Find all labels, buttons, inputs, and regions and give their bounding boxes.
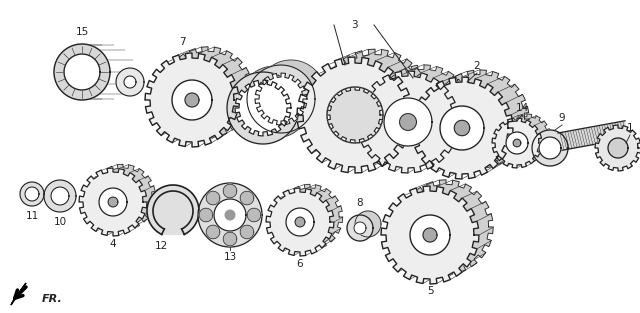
Polygon shape <box>147 185 199 234</box>
Polygon shape <box>64 54 100 90</box>
Polygon shape <box>454 120 470 136</box>
Polygon shape <box>54 44 110 100</box>
Polygon shape <box>357 71 459 173</box>
Polygon shape <box>214 199 246 231</box>
Polygon shape <box>532 130 568 166</box>
Text: 13: 13 <box>223 252 237 262</box>
Text: 12: 12 <box>154 241 168 251</box>
Text: 7: 7 <box>179 37 186 47</box>
Polygon shape <box>247 65 315 133</box>
Polygon shape <box>223 184 237 198</box>
Polygon shape <box>247 208 261 222</box>
Polygon shape <box>99 188 127 216</box>
Polygon shape <box>506 132 528 154</box>
Polygon shape <box>44 180 76 212</box>
Polygon shape <box>384 98 432 146</box>
Polygon shape <box>513 139 521 147</box>
Polygon shape <box>539 137 561 159</box>
Polygon shape <box>411 77 513 179</box>
Text: 9: 9 <box>559 113 565 123</box>
Polygon shape <box>227 72 299 144</box>
Text: 10: 10 <box>53 217 67 227</box>
Polygon shape <box>51 187 69 205</box>
Polygon shape <box>240 225 254 239</box>
Polygon shape <box>79 168 147 236</box>
Text: FR.: FR. <box>42 294 63 304</box>
Text: 14: 14 <box>515 103 529 113</box>
Polygon shape <box>108 197 118 207</box>
Polygon shape <box>206 225 220 239</box>
Polygon shape <box>145 53 239 147</box>
Text: 15: 15 <box>76 27 88 37</box>
Polygon shape <box>255 73 307 125</box>
Polygon shape <box>431 70 529 168</box>
Text: 6: 6 <box>297 259 303 269</box>
Polygon shape <box>172 80 212 120</box>
Polygon shape <box>198 183 262 247</box>
Polygon shape <box>327 87 383 143</box>
Polygon shape <box>240 191 254 205</box>
Polygon shape <box>286 208 314 236</box>
Polygon shape <box>257 60 325 128</box>
Polygon shape <box>206 191 220 205</box>
Polygon shape <box>327 87 383 143</box>
Polygon shape <box>116 68 144 96</box>
Text: 4: 4 <box>109 239 116 249</box>
Polygon shape <box>345 105 365 125</box>
Polygon shape <box>354 222 366 234</box>
Polygon shape <box>235 80 291 136</box>
Text: 2: 2 <box>474 61 480 71</box>
Polygon shape <box>11 283 26 305</box>
Polygon shape <box>223 232 237 246</box>
Text: 11: 11 <box>26 211 38 221</box>
Polygon shape <box>492 118 542 168</box>
Polygon shape <box>90 164 156 230</box>
Polygon shape <box>225 210 235 220</box>
Polygon shape <box>347 215 373 241</box>
Text: 8: 8 <box>356 198 364 208</box>
Polygon shape <box>297 57 413 173</box>
Polygon shape <box>423 228 437 242</box>
Polygon shape <box>355 211 381 237</box>
Polygon shape <box>381 186 479 284</box>
Polygon shape <box>410 215 450 255</box>
Polygon shape <box>595 125 640 171</box>
Polygon shape <box>277 184 342 250</box>
Polygon shape <box>199 208 212 222</box>
Polygon shape <box>20 182 44 206</box>
Polygon shape <box>503 114 551 162</box>
Polygon shape <box>319 49 431 161</box>
Text: 5: 5 <box>427 286 433 296</box>
Polygon shape <box>399 180 493 274</box>
Polygon shape <box>375 65 473 163</box>
Text: 1: 1 <box>627 123 634 133</box>
Polygon shape <box>124 76 136 88</box>
Polygon shape <box>239 66 311 138</box>
Polygon shape <box>185 93 199 107</box>
Polygon shape <box>608 138 628 158</box>
Polygon shape <box>558 121 625 151</box>
Polygon shape <box>266 188 334 256</box>
Polygon shape <box>163 47 253 137</box>
Text: 3: 3 <box>351 20 357 30</box>
Polygon shape <box>440 106 484 150</box>
Polygon shape <box>295 217 305 227</box>
Polygon shape <box>399 114 417 131</box>
Polygon shape <box>25 187 39 201</box>
